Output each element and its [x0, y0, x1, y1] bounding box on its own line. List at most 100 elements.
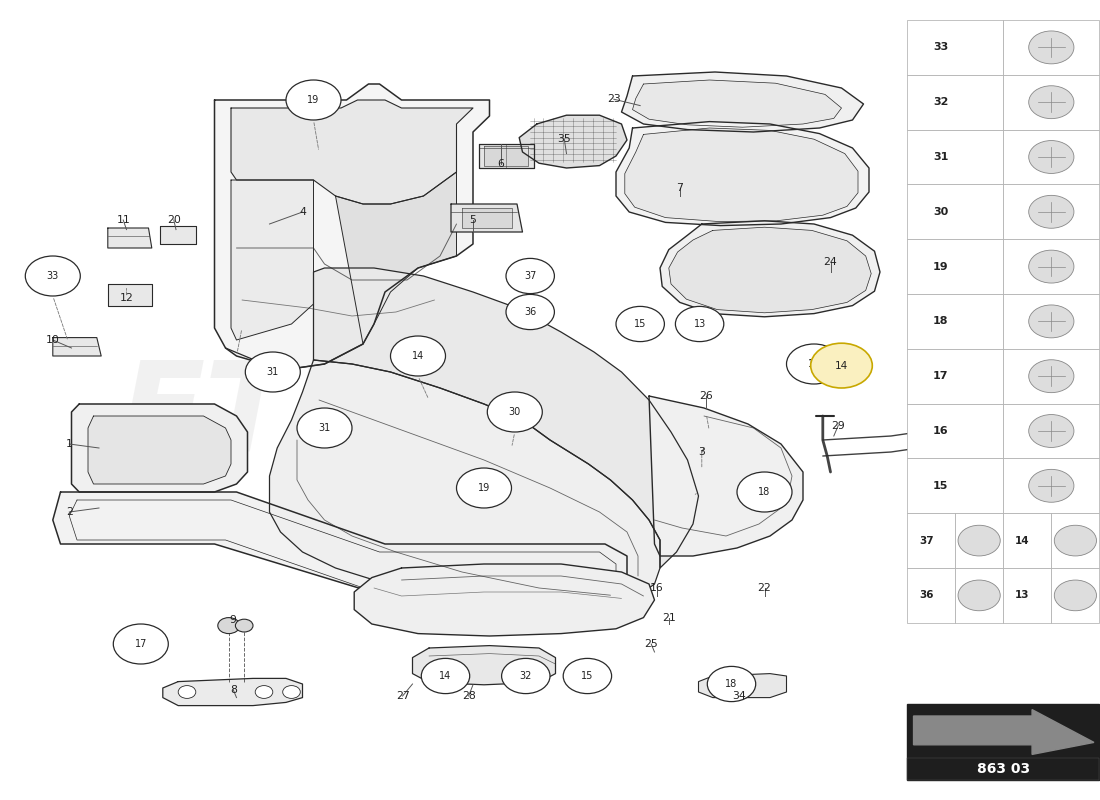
Polygon shape — [270, 360, 660, 604]
Text: 20: 20 — [167, 215, 180, 225]
FancyBboxPatch shape — [955, 514, 1003, 568]
Polygon shape — [660, 221, 880, 317]
Circle shape — [1028, 86, 1074, 118]
Text: 28: 28 — [462, 691, 475, 701]
Polygon shape — [698, 674, 786, 698]
FancyBboxPatch shape — [906, 130, 1003, 184]
Text: 2: 2 — [66, 507, 73, 517]
Text: 24: 24 — [824, 258, 837, 267]
Circle shape — [113, 624, 168, 664]
Text: 8: 8 — [230, 685, 236, 694]
Text: 5: 5 — [470, 215, 476, 225]
FancyBboxPatch shape — [955, 568, 1003, 623]
Text: 14: 14 — [807, 359, 821, 369]
FancyBboxPatch shape — [1003, 75, 1100, 130]
Circle shape — [675, 306, 724, 342]
Circle shape — [25, 256, 80, 296]
Polygon shape — [163, 678, 302, 706]
Text: 13: 13 — [1015, 590, 1030, 600]
Circle shape — [456, 468, 512, 508]
Text: 33: 33 — [46, 271, 59, 281]
Text: 30: 30 — [933, 207, 948, 217]
Text: 23: 23 — [607, 94, 620, 104]
Text: 19: 19 — [477, 483, 491, 493]
Polygon shape — [621, 72, 864, 132]
Circle shape — [390, 336, 446, 376]
Circle shape — [218, 618, 240, 634]
Text: 11: 11 — [117, 215, 130, 225]
FancyBboxPatch shape — [1003, 130, 1100, 184]
Text: 26: 26 — [700, 391, 713, 401]
Text: 22: 22 — [758, 583, 771, 593]
Text: 18: 18 — [933, 317, 948, 326]
Text: 4: 4 — [299, 207, 306, 217]
FancyBboxPatch shape — [1003, 568, 1052, 623]
FancyBboxPatch shape — [906, 239, 1003, 294]
Polygon shape — [354, 564, 654, 636]
Circle shape — [506, 294, 554, 330]
FancyBboxPatch shape — [906, 294, 1003, 349]
Polygon shape — [88, 416, 231, 484]
FancyBboxPatch shape — [906, 758, 1100, 780]
Circle shape — [502, 658, 550, 694]
Text: 17: 17 — [134, 639, 147, 649]
Circle shape — [1028, 195, 1074, 228]
FancyBboxPatch shape — [906, 403, 1003, 458]
Circle shape — [616, 306, 664, 342]
FancyBboxPatch shape — [906, 704, 1100, 780]
Text: 19: 19 — [933, 262, 948, 272]
Text: 7: 7 — [676, 183, 683, 193]
Text: 32: 32 — [933, 98, 948, 107]
Text: 9: 9 — [230, 615, 236, 625]
Circle shape — [1028, 360, 1074, 393]
Circle shape — [1028, 250, 1074, 283]
Circle shape — [563, 658, 612, 694]
Polygon shape — [336, 172, 456, 344]
Text: 1: 1 — [66, 439, 73, 449]
Text: 863 03: 863 03 — [977, 762, 1030, 776]
Text: 16: 16 — [650, 583, 663, 593]
Text: 32: 32 — [519, 671, 532, 681]
FancyBboxPatch shape — [1003, 403, 1100, 458]
Circle shape — [1028, 305, 1074, 338]
Polygon shape — [616, 122, 869, 226]
Text: 31: 31 — [266, 367, 279, 377]
Text: a passion for parts since 1985: a passion for parts since 1985 — [282, 507, 554, 525]
Circle shape — [235, 619, 253, 632]
Circle shape — [283, 686, 300, 698]
Circle shape — [811, 343, 872, 388]
FancyBboxPatch shape — [1003, 458, 1100, 514]
Polygon shape — [314, 268, 698, 568]
Polygon shape — [462, 208, 512, 228]
Text: 27: 27 — [396, 691, 409, 701]
FancyBboxPatch shape — [1003, 184, 1100, 239]
Circle shape — [1028, 141, 1074, 174]
Circle shape — [245, 352, 300, 392]
Circle shape — [1054, 580, 1097, 610]
Circle shape — [297, 408, 352, 448]
FancyBboxPatch shape — [1052, 514, 1100, 568]
Circle shape — [786, 344, 842, 384]
FancyBboxPatch shape — [906, 568, 955, 623]
Polygon shape — [632, 80, 842, 127]
Polygon shape — [649, 396, 803, 556]
Polygon shape — [53, 492, 627, 596]
FancyBboxPatch shape — [1003, 294, 1100, 349]
Polygon shape — [412, 646, 556, 685]
FancyBboxPatch shape — [1052, 568, 1100, 623]
Text: 15: 15 — [933, 481, 948, 491]
Circle shape — [1054, 526, 1097, 556]
Text: 14: 14 — [411, 351, 425, 361]
Text: 31: 31 — [933, 152, 948, 162]
Polygon shape — [72, 404, 248, 492]
Text: 30: 30 — [508, 407, 521, 417]
Polygon shape — [519, 115, 627, 168]
Text: 18: 18 — [725, 679, 738, 689]
Polygon shape — [669, 227, 871, 313]
Text: 16: 16 — [933, 426, 948, 436]
Text: 33: 33 — [933, 42, 948, 53]
Text: 14: 14 — [835, 361, 848, 370]
Text: 36: 36 — [918, 590, 934, 600]
Circle shape — [958, 580, 1000, 610]
Text: 19: 19 — [307, 95, 320, 105]
